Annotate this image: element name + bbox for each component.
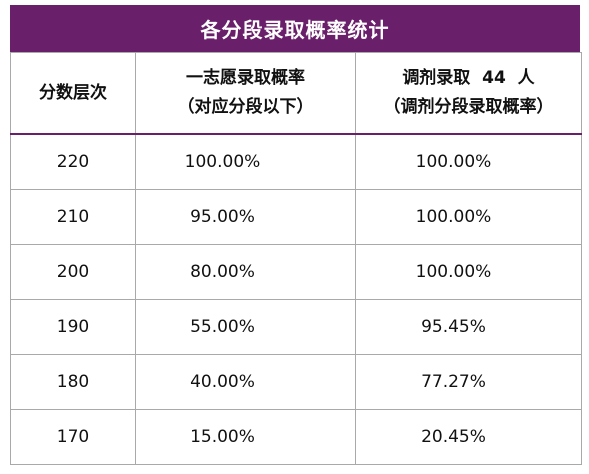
header-row: 分数层次 一志愿录取概率 （对应分段以下） 调剂录取 44 人 （调剂分段录取概… [10, 52, 582, 135]
adjustment-cell: 20.45% [355, 409, 582, 465]
table-row: 190 55.00% 95.45% [10, 299, 582, 355]
header-adjustment: 调剂录取 44 人 （调剂分段录取概率） [355, 52, 582, 135]
header-score-level: 分数层次 [10, 52, 136, 135]
first-choice-cell: 55.00% [135, 299, 356, 355]
score-cell: 200 [10, 244, 136, 300]
score-cell: 190 [10, 299, 136, 355]
first-choice-cell: 100.00% [135, 133, 356, 190]
first-choice-cell: 80.00% [135, 244, 356, 300]
table-title: 各分段录取概率统计 [10, 5, 580, 52]
score-cell: 210 [10, 189, 136, 245]
score-cell: 170 [10, 409, 136, 465]
header-adjustment-count: 44 [482, 68, 506, 88]
header-first-choice-line2: （对应分段以下） [177, 97, 314, 117]
table-row: 200 80.00% 100.00% [10, 244, 582, 300]
table-row: 170 15.00% 20.45% [10, 409, 582, 465]
first-choice-cell: 95.00% [135, 189, 356, 245]
first-choice-cell: 15.00% [135, 409, 356, 465]
score-cell: 220 [10, 133, 136, 190]
adjustment-cell: 100.00% [355, 133, 582, 190]
header-adjustment-prefix: 调剂录取 [402, 68, 471, 88]
table-row: 180 40.00% 77.27% [10, 354, 582, 410]
header-first-choice-line1: 一志愿录取概率 [186, 68, 305, 88]
adjustment-cell: 100.00% [355, 244, 582, 300]
table-row: 220 100.00% 100.00% [10, 133, 582, 190]
adjustment-cell: 95.45% [355, 299, 582, 355]
admission-probability-table: 分数层次 一志愿录取概率 （对应分段以下） 调剂录取 44 人 （调剂分段录取概… [10, 52, 582, 465]
header-first-choice: 一志愿录取概率 （对应分段以下） [135, 52, 356, 135]
header-adjustment-line1: 调剂录取 44 人 [356, 64, 581, 93]
table-row: 210 95.00% 100.00% [10, 189, 582, 245]
adjustment-cell: 100.00% [355, 189, 582, 245]
header-adjustment-line2: （调剂分段录取概率） [383, 97, 554, 117]
adjustment-cell: 77.27% [355, 354, 582, 410]
score-cell: 180 [10, 354, 136, 410]
header-adjustment-suffix: 人 [517, 68, 535, 88]
first-choice-cell: 40.00% [135, 354, 356, 410]
